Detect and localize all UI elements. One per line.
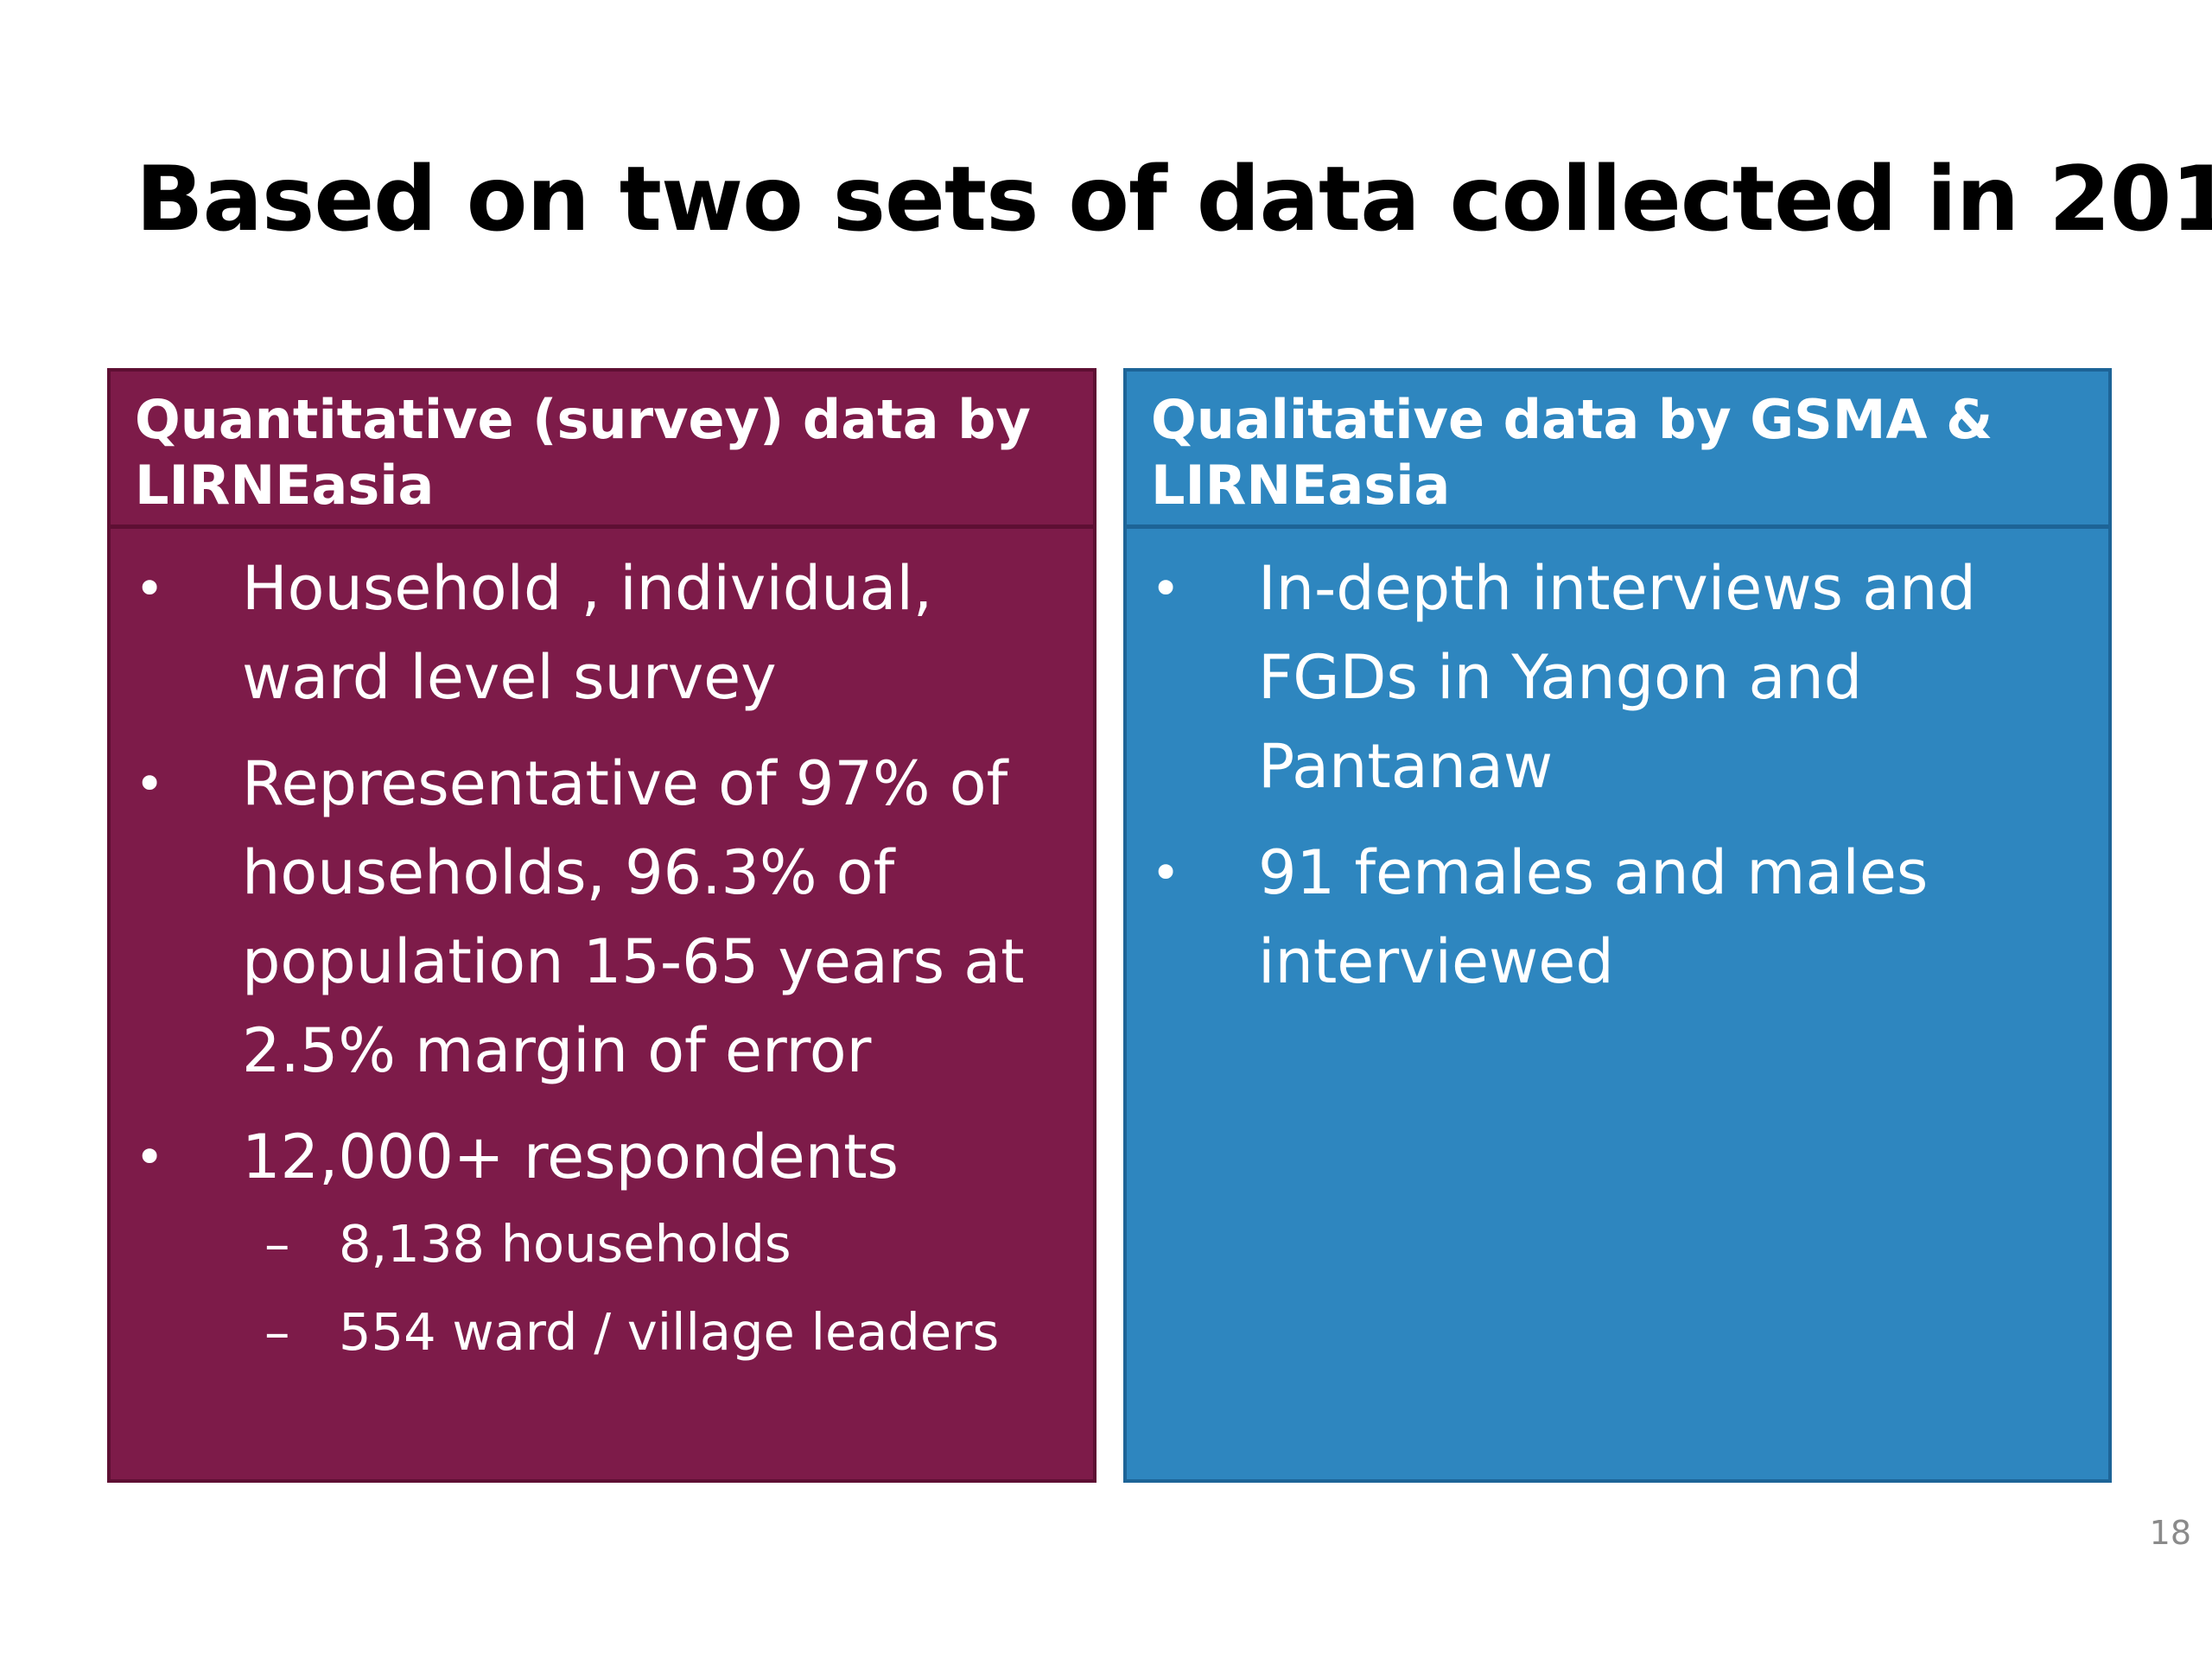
bullet-item: • In-depth interviews and FGDs in Yangon… xyxy=(1151,544,2082,811)
dash-icon: – xyxy=(264,1302,290,1362)
dash-icon: – xyxy=(264,1214,290,1274)
qualitative-data-panel: Qualitative data by GSMA & LIRNEasia • I… xyxy=(1123,368,2112,1483)
sub-bullet-text: 8,138 households xyxy=(339,1214,791,1274)
bullet-text: Representative of 97% of households, 96.… xyxy=(242,748,1025,1086)
qualitative-panel-body: • In-depth interviews and FGDs in Yangon… xyxy=(1127,529,2108,1007)
bullet-text: Household , individual, ward level surve… xyxy=(242,553,933,713)
bullet-dot-icon: • xyxy=(135,559,165,618)
slide-title: Based on two sets of data collected in 2… xyxy=(136,148,2212,251)
quantitative-panel-header: Quantitative (survey) data by LIRNEasia xyxy=(111,372,1093,529)
bullet-item: • Representative of 97% of households, 9… xyxy=(135,740,1067,1096)
bullet-text: 91 females and males interviewed xyxy=(1258,837,1929,997)
page-number: 18 xyxy=(2149,1514,2191,1552)
bullet-item: • 91 females and males interviewed xyxy=(1151,829,2082,1007)
qualitative-panel-header: Qualitative data by GSMA & LIRNEasia xyxy=(1127,372,2108,529)
bullet-text: 12,000+ respondents xyxy=(242,1122,899,1192)
sub-bullet-item: – 554 ward / village leaders xyxy=(135,1297,1067,1368)
quantitative-panel-body: • Household , individual, ward level sur… xyxy=(111,529,1093,1368)
bullet-dot-icon: • xyxy=(135,754,165,813)
bullet-text: In-depth interviews and FGDs in Yangon a… xyxy=(1258,553,1976,802)
sub-bullet-item: – 8,138 households xyxy=(135,1209,1067,1280)
sub-bullet-text: 554 ward / village leaders xyxy=(339,1302,1000,1362)
bullet-dot-icon: • xyxy=(1151,559,1181,618)
bullet-item: • 12,000+ respondents xyxy=(135,1113,1067,1202)
bullet-item: • Household , individual, ward level sur… xyxy=(135,544,1067,722)
quantitative-data-panel: Quantitative (survey) data by LIRNEasia … xyxy=(107,368,1096,1483)
bullet-dot-icon: • xyxy=(1151,843,1181,902)
bullet-dot-icon: • xyxy=(135,1128,165,1186)
